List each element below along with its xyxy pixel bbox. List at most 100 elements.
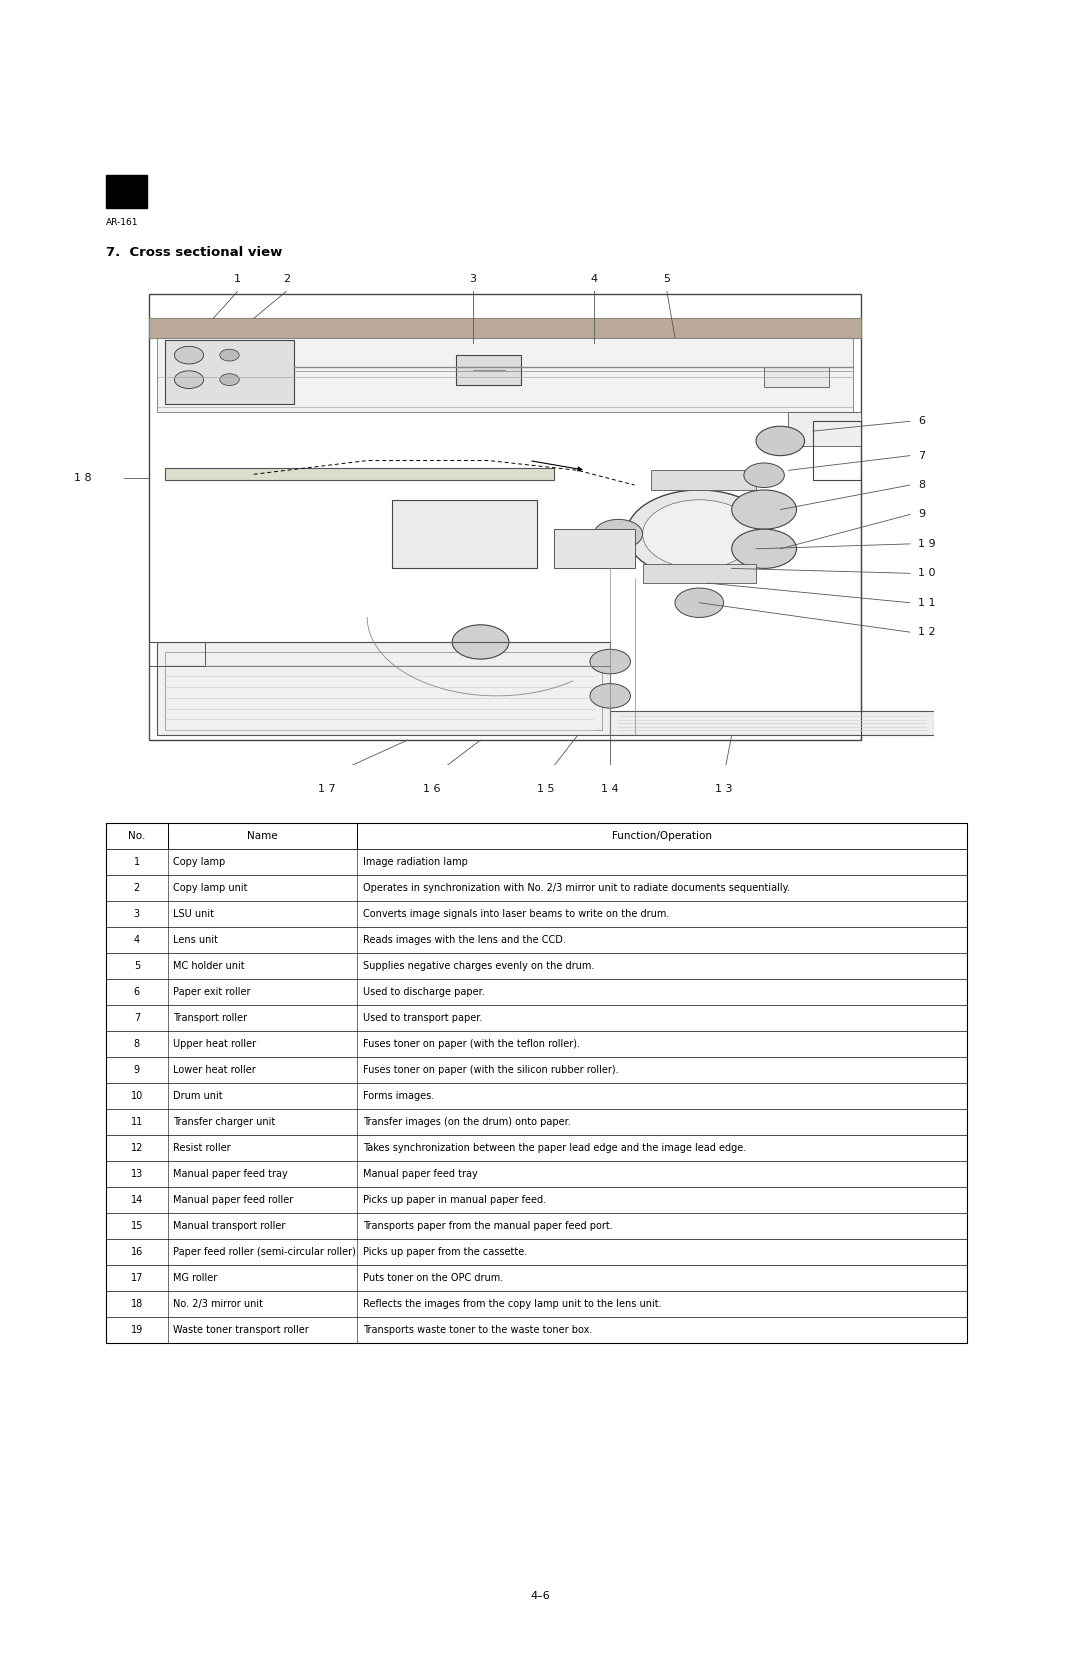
Text: 4–6: 4–6 <box>530 1591 550 1601</box>
Bar <box>106 1084 967 1109</box>
Text: 10: 10 <box>131 1090 143 1100</box>
Text: 4: 4 <box>591 274 597 284</box>
Bar <box>456 356 521 384</box>
Text: 11: 11 <box>131 1117 143 1127</box>
Bar <box>106 1030 967 1057</box>
Text: 1 7: 1 7 <box>318 784 336 794</box>
Text: Copy lamp: Copy lamp <box>173 856 226 866</box>
Text: Transports paper from the manual paper feed port.: Transports paper from the manual paper f… <box>363 1222 612 1232</box>
Text: No. 2/3 mirror unit: No. 2/3 mirror unit <box>173 1300 264 1310</box>
Circle shape <box>453 625 509 660</box>
Text: 1 4: 1 4 <box>602 784 619 794</box>
Text: 15: 15 <box>131 1222 143 1232</box>
Text: 13: 13 <box>131 1168 143 1178</box>
Circle shape <box>626 490 772 578</box>
Circle shape <box>675 588 724 617</box>
Circle shape <box>590 650 631 673</box>
Text: LSU unit: LSU unit <box>173 909 214 919</box>
Text: 12: 12 <box>131 1143 143 1153</box>
Bar <box>149 319 862 337</box>
Text: 19: 19 <box>131 1325 143 1335</box>
Text: 7: 7 <box>918 450 926 460</box>
Text: No.: No. <box>129 831 146 841</box>
Bar <box>106 952 967 979</box>
Bar <box>106 1316 967 1343</box>
Text: 9: 9 <box>918 510 926 520</box>
Text: Forms images.: Forms images. <box>363 1090 434 1100</box>
Text: Operates in synchronization with No. 2/3 mirror unit to radiate documents sequen: Operates in synchronization with No. 2/3… <box>363 883 789 892</box>
Text: 1: 1 <box>134 856 140 866</box>
Text: Paper exit roller: Paper exit roller <box>173 987 251 997</box>
Text: 6: 6 <box>918 416 924 427</box>
Bar <box>106 1265 967 1291</box>
Text: Paper feed roller (semi-circular roller): Paper feed roller (semi-circular roller) <box>173 1246 356 1256</box>
Circle shape <box>594 519 643 548</box>
Bar <box>164 469 554 480</box>
Bar <box>106 1238 967 1265</box>
Text: Puts toner on the OPC drum.: Puts toner on the OPC drum. <box>363 1273 503 1283</box>
Bar <box>106 979 967 1006</box>
Text: Used to discharge paper.: Used to discharge paper. <box>363 987 484 997</box>
Bar <box>106 823 967 849</box>
Text: 5: 5 <box>663 274 671 284</box>
Text: Transfer charger unit: Transfer charger unit <box>173 1117 275 1127</box>
Text: Fuses toner on paper (with the teflon roller).: Fuses toner on paper (with the teflon ro… <box>363 1039 580 1049</box>
Bar <box>106 823 967 1343</box>
Circle shape <box>175 346 204 364</box>
Circle shape <box>732 490 797 529</box>
Text: Waste toner transport roller: Waste toner transport roller <box>173 1325 309 1335</box>
Text: Converts image signals into laser beams to write on the drum.: Converts image signals into laser beams … <box>363 909 669 919</box>
Circle shape <box>732 529 797 568</box>
Bar <box>106 1160 967 1187</box>
Text: Transports waste toner to the waste toner box.: Transports waste toner to the waste tone… <box>363 1325 592 1335</box>
Text: 7: 7 <box>134 1012 140 1022</box>
Bar <box>106 1135 967 1160</box>
Text: Upper heat roller: Upper heat roller <box>173 1039 256 1049</box>
Text: 2: 2 <box>134 883 140 892</box>
Text: 3: 3 <box>134 909 140 919</box>
Polygon shape <box>610 711 934 735</box>
Bar <box>106 874 967 901</box>
Text: Manual transport roller: Manual transport roller <box>173 1222 285 1232</box>
Bar <box>106 1291 967 1316</box>
Bar <box>106 927 967 952</box>
Bar <box>106 175 147 208</box>
Text: Manual paper feed roller: Manual paper feed roller <box>173 1195 294 1205</box>
Bar <box>106 901 967 927</box>
Text: MC holder unit: MC holder unit <box>173 961 245 971</box>
Text: Fuses toner on paper (with the silicon rubber roller).: Fuses toner on paper (with the silicon r… <box>363 1065 618 1075</box>
Circle shape <box>744 464 784 487</box>
Text: 14: 14 <box>131 1195 143 1205</box>
Text: Copy lamp unit: Copy lamp unit <box>173 883 247 892</box>
Text: 5: 5 <box>134 961 140 971</box>
Bar <box>106 1109 967 1135</box>
Text: 3: 3 <box>469 274 476 284</box>
Circle shape <box>220 349 240 361</box>
Text: Picks up paper in manual paper feed.: Picks up paper in manual paper feed. <box>363 1195 545 1205</box>
Text: 1 8: 1 8 <box>75 472 92 482</box>
Bar <box>554 529 635 568</box>
Text: Takes synchronization between the paper lead edge and the image lead edge.: Takes synchronization between the paper … <box>363 1143 746 1153</box>
Circle shape <box>756 425 805 455</box>
Text: Transfer images (on the drum) onto paper.: Transfer images (on the drum) onto paper… <box>363 1117 570 1127</box>
Text: 1 1: 1 1 <box>918 598 935 608</box>
Text: Lens unit: Lens unit <box>173 934 218 944</box>
Text: Drum unit: Drum unit <box>173 1090 222 1100</box>
Text: 1 6: 1 6 <box>423 784 441 794</box>
Text: 16: 16 <box>131 1246 143 1256</box>
Text: Supplies negative charges evenly on the drum.: Supplies negative charges evenly on the … <box>363 961 594 971</box>
Text: 4: 4 <box>134 934 140 944</box>
Text: 1 2: 1 2 <box>918 627 935 637</box>
Text: 1 9: 1 9 <box>918 538 935 548</box>
Text: Picks up paper from the cassette.: Picks up paper from the cassette. <box>363 1246 527 1256</box>
Text: 7.  Cross sectional view: 7. Cross sectional view <box>106 246 282 259</box>
Bar <box>643 563 756 583</box>
Text: Manual paper feed tray: Manual paper feed tray <box>363 1168 477 1178</box>
Circle shape <box>590 683 631 708</box>
Text: Name: Name <box>247 831 278 841</box>
Text: 8: 8 <box>134 1039 140 1049</box>
Bar <box>157 642 610 735</box>
Text: AR-161: AR-161 <box>106 218 138 226</box>
Text: 17: 17 <box>131 1273 143 1283</box>
Text: 2: 2 <box>283 274 289 284</box>
